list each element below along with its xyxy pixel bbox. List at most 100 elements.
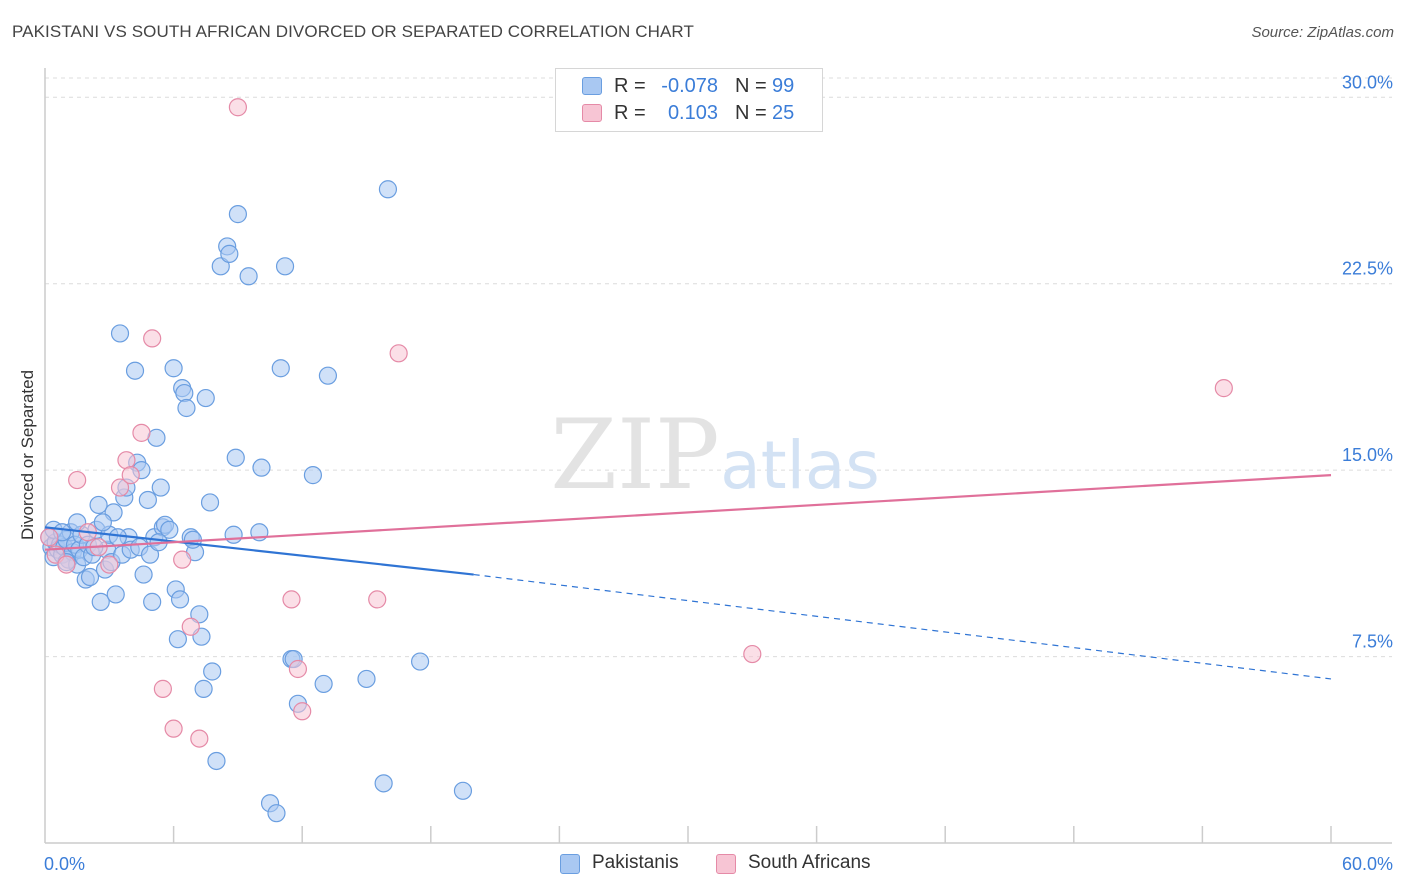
south-african-point bbox=[117, 451, 136, 470]
watermark-atlas: atlas bbox=[720, 427, 880, 504]
pakistani-point bbox=[252, 458, 271, 477]
pakistani-point bbox=[177, 398, 196, 418]
r-label: R = bbox=[614, 75, 646, 97]
pakistani-point bbox=[374, 774, 393, 793]
south-african-point bbox=[181, 617, 200, 636]
x-tick-label: 0.0% bbox=[44, 854, 85, 874]
south-african-point bbox=[293, 702, 312, 721]
r-value: -0.078 bbox=[661, 75, 718, 97]
n-label: N = bbox=[735, 75, 767, 97]
south-african-point bbox=[368, 590, 387, 609]
r-value: 0.103 bbox=[667, 102, 718, 124]
n-value: 99 bbox=[772, 75, 795, 97]
south-african-point bbox=[190, 729, 209, 748]
legend-label: South Africans bbox=[748, 852, 871, 873]
south-african-point bbox=[121, 466, 140, 485]
south-african-point bbox=[100, 555, 119, 574]
stats-legend: R = -0.078 N = 99 R = 0.103 N = 25 bbox=[555, 68, 823, 132]
y-tick-label: 30.0% bbox=[1342, 72, 1393, 92]
pakistani-point bbox=[200, 493, 220, 512]
pakistani-point bbox=[378, 180, 398, 199]
n-label: N = bbox=[735, 102, 767, 124]
south-african-point bbox=[132, 423, 151, 442]
pakistani-point bbox=[91, 592, 110, 611]
pakistani-point bbox=[89, 495, 108, 515]
pakistani-point bbox=[140, 545, 160, 564]
trend-lines bbox=[44, 474, 1332, 680]
south-african-point bbox=[110, 478, 130, 497]
pakistani-point bbox=[211, 257, 230, 276]
south-africans-swatch bbox=[582, 104, 602, 122]
pakistani-point bbox=[93, 513, 112, 532]
pakistani-point bbox=[267, 804, 286, 823]
r-label: R = bbox=[614, 102, 646, 124]
south-african-point bbox=[153, 679, 172, 698]
pakistani-point bbox=[175, 383, 194, 403]
pakistani-point bbox=[203, 662, 222, 681]
south-african-point bbox=[68, 470, 87, 490]
pakistani-point bbox=[147, 428, 166, 447]
pakistani-point bbox=[106, 585, 125, 604]
south-african-point bbox=[1214, 379, 1233, 398]
pakistani-point bbox=[318, 366, 338, 385]
pakistani-point bbox=[190, 605, 209, 624]
stats-row-south-africans: R = 0.103 N = 25 bbox=[556, 100, 822, 128]
pakistani-point bbox=[168, 630, 187, 649]
pakistani-point bbox=[151, 478, 170, 497]
pakistani-point bbox=[239, 267, 258, 286]
pakistani-point bbox=[314, 674, 333, 694]
pakistani-point bbox=[164, 359, 183, 378]
pakistani-point bbox=[108, 528, 127, 547]
south-africans-legend-swatch bbox=[716, 854, 736, 874]
pakistani-point bbox=[224, 525, 243, 544]
tick-labels: 7.5% 15.0% 22.5% 30.0% 0.0% 60.0% bbox=[44, 72, 1393, 874]
pakistanis-legend-swatch bbox=[560, 854, 580, 874]
pakistani-point bbox=[228, 205, 247, 224]
pakistani-point bbox=[110, 324, 130, 343]
south-african-point bbox=[282, 590, 301, 609]
pakistani-point bbox=[303, 466, 323, 485]
south-african-point bbox=[57, 555, 76, 574]
source-label: Source: ZipAtlas.com bbox=[1251, 24, 1394, 41]
south-african-point bbox=[143, 329, 162, 348]
pakistani-point bbox=[207, 751, 226, 771]
pakistanis-trend-extension bbox=[473, 573, 1332, 680]
watermark: ZIP atlas bbox=[550, 399, 879, 511]
pakistani-point bbox=[357, 669, 376, 689]
axes bbox=[44, 68, 1392, 844]
pakistani-point bbox=[160, 520, 179, 539]
y-tick-label: 7.5% bbox=[1352, 632, 1393, 652]
y-tick-label: 15.0% bbox=[1342, 445, 1393, 465]
y-tick-label: 22.5% bbox=[1342, 259, 1393, 279]
pakistani-point bbox=[453, 781, 473, 800]
south-african-point bbox=[288, 659, 308, 679]
pakistani-point bbox=[271, 359, 290, 378]
south-african-point bbox=[389, 344, 408, 363]
south-african-point bbox=[173, 550, 192, 569]
pakistani-point bbox=[220, 244, 239, 263]
pakistani-point bbox=[194, 679, 213, 698]
pakistani-point bbox=[196, 388, 215, 408]
pakistanis-trend-line bbox=[44, 526, 474, 576]
south-african-point bbox=[743, 644, 762, 664]
pakistani-point bbox=[134, 565, 153, 584]
legend-label: Pakistanis bbox=[592, 852, 679, 873]
south-african-point bbox=[228, 98, 247, 117]
pakistani-point bbox=[170, 590, 190, 609]
pakistani-point bbox=[143, 592, 162, 611]
stats-row-pakistanis: R = -0.078 N = 99 bbox=[556, 73, 822, 101]
n-value: 25 bbox=[772, 102, 795, 124]
pakistani-point bbox=[80, 567, 100, 587]
pakistani-point bbox=[410, 652, 430, 671]
pakistani-point bbox=[125, 361, 145, 380]
grid-lines bbox=[45, 77, 1392, 658]
south-african-point bbox=[164, 719, 183, 738]
watermark-zip: ZIP bbox=[550, 399, 719, 511]
x-tick-label: 60.0% bbox=[1342, 854, 1393, 874]
south-africans-trend-line bbox=[44, 474, 1332, 551]
pakistani-point bbox=[226, 448, 245, 467]
chart-title: PAKISTANI VS SOUTH AFRICAN DIVORCED OR S… bbox=[12, 22, 694, 41]
y-axis-label: Divorced or Separated bbox=[18, 369, 37, 541]
pakistani-point bbox=[138, 490, 157, 510]
